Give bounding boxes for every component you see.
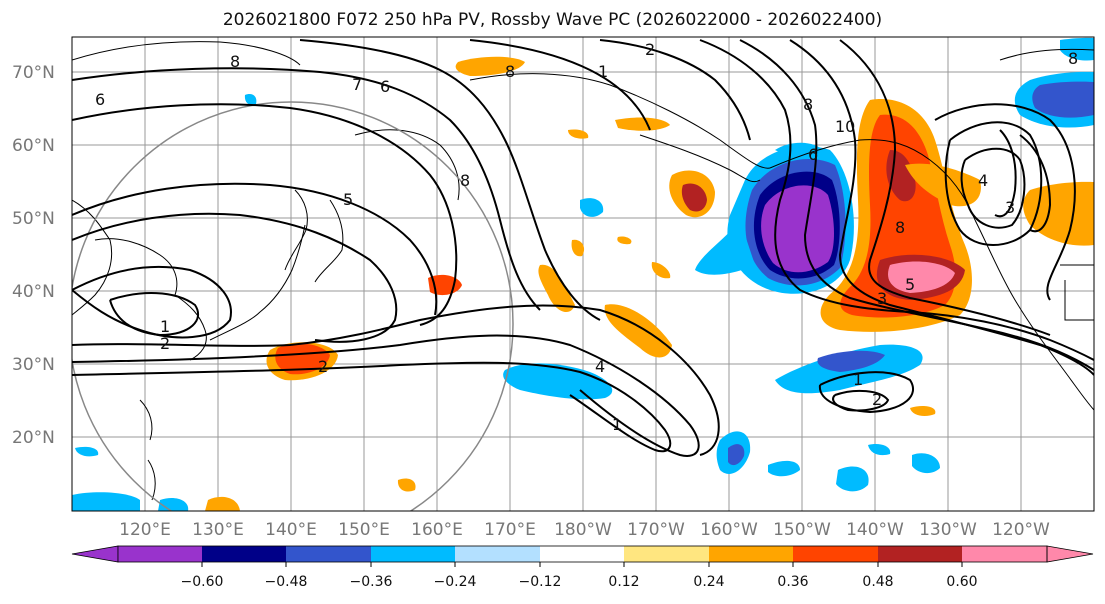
lat-tick-label: 30°N [12, 355, 55, 375]
contour-label: 3 [877, 289, 887, 308]
contour-label: 6 [95, 90, 105, 109]
contour-label: 8 [460, 171, 470, 190]
contour-label: 10 [835, 117, 855, 136]
lon-tick-label: 120°E [119, 520, 171, 540]
radius-circle [72, 101, 514, 511]
colorbar-segment [540, 546, 624, 562]
contour-label: 1 [598, 62, 608, 81]
contour-label: 8 [1068, 49, 1078, 68]
lon-tick-label: 140°W [846, 520, 904, 540]
colorbar-segment [202, 546, 286, 562]
contour-label: 4 [978, 171, 988, 190]
lat-tick-label: 50°N [12, 209, 55, 229]
contour-label: 1 [612, 415, 622, 434]
colorbar-tick-label: −0.60 [181, 574, 224, 590]
lon-tick-label: 170°W [627, 520, 685, 540]
contour-label: 2 [160, 334, 170, 353]
contour-label: 1 [160, 317, 170, 336]
colorbar: −0.60 −0.48 −0.36 −0.24 −0.12 0.12 0.24 … [71, 545, 1094, 590]
contour-label: 8 [505, 62, 515, 81]
contour-label: 8 [895, 218, 905, 237]
contour-label: 6 [380, 77, 390, 96]
colorbar-tick-label: 0.48 [862, 574, 893, 590]
colorbar-tick-label: −0.24 [434, 574, 477, 590]
colorbar-segment [962, 546, 1047, 562]
lon-tick-label: 170°E [484, 520, 536, 540]
figure-title: 2026021800 F072 250 hPa PV, Rossby Wave … [222, 10, 883, 30]
lon-tick-label: 120°W [992, 520, 1050, 540]
colorbar-border [117, 545, 1048, 563]
colorbar-segment [455, 546, 540, 562]
colorbar-segment [878, 546, 962, 562]
colorbar-segment [793, 546, 878, 562]
colorbar-tick-label: −0.12 [519, 574, 562, 590]
colorbar-tick-label: −0.48 [265, 574, 308, 590]
contour-label: 8 [803, 95, 813, 114]
contour-label: 5 [905, 275, 915, 294]
contour-label: 2 [318, 357, 328, 376]
lon-tick-label: 140°E [265, 520, 317, 540]
pc-anomaly-fills [72, 37, 1094, 511]
longitude-axis: 120°E 130°E 140°E 150°E 160°E 170°E 180°… [119, 520, 1050, 540]
colorbar-segment [624, 546, 709, 562]
colorbar-max-extend [1046, 545, 1094, 563]
latitude-axis: 70°N 60°N 50°N 40°N 30°N 20°N [12, 63, 55, 448]
lon-tick-label: 160°W [700, 520, 758, 540]
lon-tick-label: 150°E [338, 520, 390, 540]
colorbar-segment [286, 546, 371, 562]
lat-tick-label: 70°N [12, 63, 55, 83]
colorbar-tick-label: 0.24 [693, 574, 724, 590]
colorbar-tick-label: 0.60 [946, 574, 977, 590]
colorbar-tick-label: 0.36 [777, 574, 808, 590]
gridlines [72, 37, 1094, 511]
contour-label: 3 [1005, 198, 1015, 217]
colorbar-segment [709, 546, 793, 562]
contour-label: 1 [853, 370, 863, 389]
lon-tick-label: 150°W [773, 520, 831, 540]
map-border [71, 36, 1095, 512]
contour-label: 2 [872, 390, 882, 409]
lat-tick-label: 40°N [12, 282, 55, 302]
contour-label: 5 [343, 190, 353, 209]
lon-tick-label: 180°W [554, 520, 612, 540]
lon-tick-label: 160°E [411, 520, 463, 540]
contour-label: 6 [808, 145, 818, 164]
lat-tick-label: 20°N [12, 428, 55, 448]
contour-label: 8 [230, 52, 240, 71]
contour-label: 4 [595, 357, 605, 376]
colorbar-segment [371, 546, 455, 562]
colorbar-min-extend [71, 545, 119, 563]
pv-contours [72, 39, 1094, 457]
colorbar-tick-label: −0.36 [350, 574, 393, 590]
contour-labels: 8 6 7 6 2 1 8 8 5 1 2 1 2 4 8 6 10 8 5 3… [95, 40, 1078, 434]
colorbar-tick-label: 0.12 [608, 574, 639, 590]
lon-tick-label: 130°E [192, 520, 244, 540]
contour-label: 2 [645, 40, 655, 59]
lat-tick-label: 60°N [12, 136, 55, 156]
lon-tick-label: 130°W [919, 520, 977, 540]
colorbar-segment [118, 546, 202, 562]
contour-label: 7 [352, 75, 362, 94]
